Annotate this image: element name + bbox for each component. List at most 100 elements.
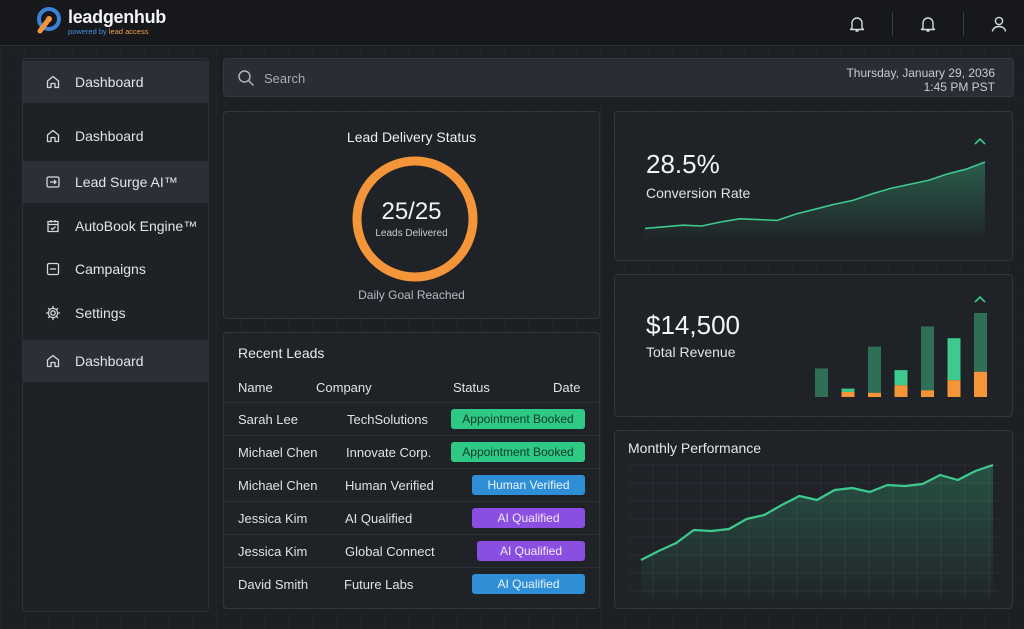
- top-bar: leadgenhub powered by lead access: [0, 0, 1024, 46]
- performance-trend-chart: [629, 461, 999, 599]
- column-header-status[interactable]: Status: [453, 380, 490, 395]
- status-badge: AI Qualified: [472, 508, 585, 528]
- card-title: Monthly Performance: [628, 440, 762, 456]
- lead-name: Sarah Lee: [238, 412, 298, 427]
- sidebar-item-dashboard[interactable]: Dashboard: [23, 61, 208, 103]
- performance-trend-area: [641, 465, 993, 599]
- column-header-date[interactable]: Date: [553, 380, 581, 395]
- divider: [963, 12, 964, 36]
- sidebar-item-settings[interactable]: Settings: [23, 292, 208, 334]
- conversion-rate-label: Conversion Rate: [646, 185, 751, 201]
- sidebar-item-label: Dashboard: [75, 353, 144, 369]
- user-profile-button[interactable]: [988, 13, 1010, 35]
- lead-name: Michael Chen: [238, 478, 318, 493]
- home-icon: [46, 354, 60, 368]
- current-date: Thursday, January 29, 2036: [846, 66, 995, 80]
- revenue-bar-green: [868, 346, 881, 393]
- revenue-bar-green: [894, 370, 908, 386]
- conversion-rate-value: 28.5%: [646, 149, 720, 179]
- revenue-bar-green: [921, 326, 934, 391]
- daily-goal-text: Daily Goal Reached: [358, 288, 465, 302]
- lead-company: Global Connect: [345, 544, 435, 559]
- table-row[interactable]: Michael Chen Innovate Corp. Appointment …: [224, 435, 599, 468]
- alerts-bell-button[interactable]: [917, 13, 939, 35]
- bell-icon: [920, 17, 936, 32]
- table-row[interactable]: Jessica Kim Global Connect AI Qualified: [224, 534, 599, 567]
- sidebar-item-autobook-engine[interactable]: AutoBook Engine™: [23, 205, 208, 247]
- user-icon: [991, 16, 1007, 32]
- lead-company: Human Verified: [345, 478, 434, 493]
- lead-company: TechSolutions: [347, 412, 428, 427]
- lead-name: Jessica Kim: [238, 544, 308, 559]
- revenue-bar-orange: [894, 385, 908, 397]
- gear-icon: [45, 305, 61, 321]
- lead-company: Innovate Corp.: [346, 445, 432, 460]
- logo-mark-icon: [37, 7, 61, 34]
- search-bar: Thursday, January 29, 2036 1:45 PM PST: [223, 58, 1014, 97]
- revenue-bar-green: [947, 338, 961, 381]
- arrow-box-icon: [46, 176, 60, 188]
- table-row[interactable]: Sarah Lee TechSolutions Appointment Book…: [224, 402, 599, 435]
- sidebar-item-label: Lead Surge AI™: [75, 174, 178, 190]
- lead-name: Michael Chen: [238, 445, 318, 460]
- table-row[interactable]: Jessica Kim AI Qualified AI Qualified: [224, 501, 599, 534]
- column-header-name[interactable]: Name: [238, 380, 273, 395]
- conversion-trend-chart: [645, 161, 986, 238]
- sidebar-item-label: Dashboard: [75, 128, 144, 144]
- total-revenue-value: $14,500: [646, 310, 740, 340]
- lead-company: Future Labs: [344, 577, 414, 592]
- calendar-check-icon: [47, 220, 59, 233]
- status-badge: Appointment Booked: [451, 409, 585, 429]
- conversion-rate-card[interactable]: 28.5% Conversion Rate: [614, 111, 1013, 261]
- bell-icon: [849, 17, 865, 32]
- recent-leads-card: Recent Leads Name Company Status Date Sa…: [223, 332, 600, 609]
- revenue-bar-orange: [841, 391, 855, 397]
- current-time: 1:45 PM PST: [923, 80, 995, 94]
- table-row[interactable]: David Smith Future Labs AI Qualified: [224, 567, 599, 600]
- leads-delivered-value: 25/25: [381, 198, 442, 225]
- notification-bell-button[interactable]: [846, 13, 868, 35]
- app-logo[interactable]: leadgenhub powered by lead access: [34, 6, 166, 36]
- sidebar-item-label: Dashboard: [75, 74, 144, 90]
- card-title: Lead Delivery Status: [346, 129, 477, 145]
- table-row[interactable]: Michael Chen Human Verified Human Verifi…: [224, 468, 599, 501]
- datetime-display: Thursday, January 29, 2036 1:45 PM PST: [846, 66, 995, 94]
- progress-ring: [352, 156, 478, 282]
- revenue-bar-green: [974, 313, 987, 372]
- revenue-bar-orange: [947, 380, 961, 397]
- revenue-bar-green: [815, 368, 828, 397]
- status-badge: AI Qualified: [477, 541, 585, 561]
- chevron-up-icon[interactable]: [973, 136, 987, 146]
- monthly-performance-card[interactable]: Monthly Performance: [614, 430, 1013, 609]
- conversion-trend-area: [645, 162, 985, 238]
- sidebar-item-label: Settings: [75, 305, 126, 321]
- search-icon: [238, 70, 254, 86]
- chevron-up-icon[interactable]: [973, 294, 987, 304]
- sidebar-item-label: AutoBook Engine™: [75, 218, 198, 234]
- lead-name: David Smith: [238, 577, 309, 592]
- revenue-bar-orange: [974, 371, 987, 397]
- progress-ring-fill: [352, 156, 478, 282]
- sidebar-item-dashboard[interactable]: Dashboard: [23, 115, 208, 157]
- status-badge: AI Qualified: [472, 574, 585, 594]
- sidebar-item-campaigns[interactable]: Campaigns: [23, 248, 208, 290]
- total-revenue-label: Total Revenue: [646, 344, 736, 360]
- app-tagline: powered by lead access: [68, 26, 149, 36]
- home-icon: [46, 75, 60, 89]
- sidebar-item-lead-surge-ai[interactable]: Lead Surge AI™: [23, 161, 208, 203]
- card-title: Recent Leads: [238, 345, 325, 361]
- revenue-bar-chart: [815, 313, 987, 397]
- revenue-bar-orange: [868, 392, 881, 397]
- performance-trend-line: [640, 463, 994, 561]
- column-header-company[interactable]: Company: [316, 380, 372, 395]
- divider: [892, 12, 893, 36]
- sidebar: Dashboard Dashboard Lead Surge AI™ AutoB…: [22, 58, 209, 612]
- conversion-trend-line: [645, 161, 986, 230]
- leads-delivered-label: Leads Delivered: [375, 228, 448, 239]
- status-badge: Appointment Booked: [451, 442, 585, 462]
- search-input[interactable]: [264, 68, 684, 88]
- lead-company: AI Qualified: [345, 511, 413, 526]
- sidebar-item-dashboard[interactable]: Dashboard: [23, 340, 208, 382]
- home-icon: [46, 129, 60, 143]
- revenue-card[interactable]: $14,500 Total Revenue: [614, 274, 1013, 417]
